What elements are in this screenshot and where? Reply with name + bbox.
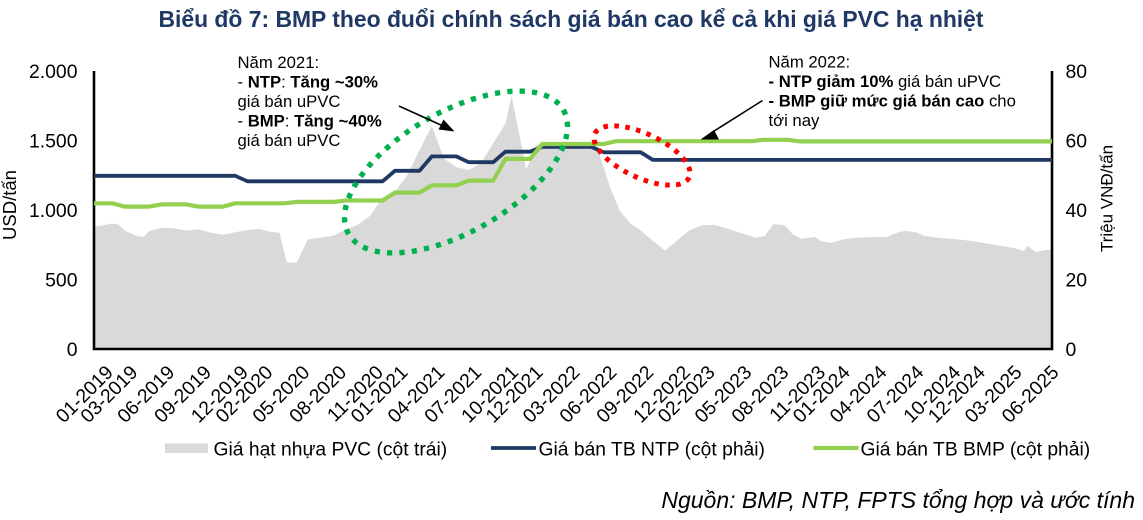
svg-text:Giá bán TB NTP (cột phải): Giá bán TB NTP (cột phải) xyxy=(539,439,765,460)
svg-text:Nguồn: BMP, NTP, FPTS tổng hợp: Nguồn: BMP, NTP, FPTS tổng hợp và ước tí… xyxy=(661,487,1135,513)
svg-text:60: 60 xyxy=(1066,130,1088,152)
svg-text:2.000: 2.000 xyxy=(29,61,78,83)
svg-text:- NTP: Tăng ~30%: - NTP: Tăng ~30% xyxy=(238,73,379,92)
svg-text:1.000: 1.000 xyxy=(29,200,78,222)
svg-text:500: 500 xyxy=(45,269,78,291)
svg-text:giá bán uPVC: giá bán uPVC xyxy=(238,92,341,111)
svg-text:- BMP: Tăng ~40%: - BMP: Tăng ~40% xyxy=(238,112,382,131)
svg-text:Giá bán TB BMP (cột phải): Giá bán TB BMP (cột phải) xyxy=(861,439,1091,460)
svg-text:20: 20 xyxy=(1066,269,1088,291)
svg-text:- NTP giảm 10% giá bán uPVC: - NTP giảm 10% giá bán uPVC xyxy=(769,72,1002,91)
svg-text:Năm 2022:: Năm 2022: xyxy=(769,52,851,71)
svg-text:tới nay: tới nay xyxy=(769,111,820,130)
svg-text:- BMP giữ mức giá bán cao cho: - BMP giữ mức giá bán cao cho xyxy=(769,91,1016,110)
svg-text:80: 80 xyxy=(1066,61,1088,83)
svg-text:Triệu VNĐ/tấn: Triệu VNĐ/tấn xyxy=(1098,145,1117,252)
svg-text:USD/tấn: USD/tấn xyxy=(0,170,20,240)
svg-text:0: 0 xyxy=(1066,339,1077,361)
svg-text:giá bán uPVC: giá bán uPVC xyxy=(238,131,341,150)
svg-text:0: 0 xyxy=(67,339,78,361)
svg-text:Năm 2021:: Năm 2021: xyxy=(238,53,320,72)
svg-text:40: 40 xyxy=(1066,200,1088,222)
svg-text:Biểu đồ 7: BMP theo đuổi chính: Biểu đồ 7: BMP theo đuổi chính sách giá … xyxy=(158,6,983,32)
svg-text:1.500: 1.500 xyxy=(29,130,78,152)
svg-text:Giá hạt nhựa PVC (cột trái): Giá hạt nhựa PVC (cột trái) xyxy=(214,439,448,460)
